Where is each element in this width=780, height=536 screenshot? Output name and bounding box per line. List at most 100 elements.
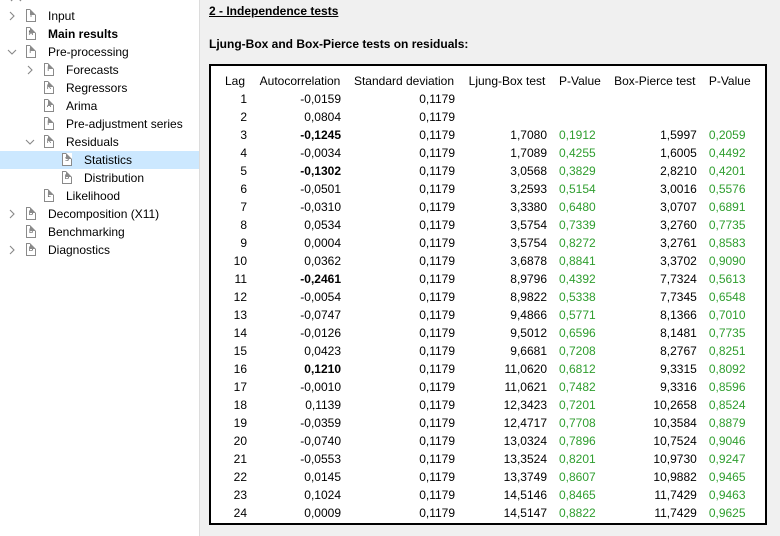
table-cell: 14 (233, 326, 247, 340)
table-cell: 9,3315 (660, 362, 697, 376)
chevron-right-icon[interactable] (24, 64, 36, 76)
document-icon: M (26, 27, 36, 40)
table-cell: 0,1179 (419, 182, 455, 196)
table-row: 21 -0,0553 0,1179 13,3524 0,8201 10,9730 0,924… (217, 450, 757, 468)
table-cell: 22 (233, 470, 247, 484)
table-row: 23 0,1024 0,1179 14,5146 0,8465 11,7429 0,9463 (217, 486, 757, 504)
tree-item-label: Pre-processing (48, 45, 129, 59)
tree-item-forecasts[interactable]: F Forecasts (0, 61, 199, 79)
tree-item-diagnostics[interactable]: D Diagnostics (0, 241, 199, 259)
chevron-down-icon[interactable] (24, 136, 36, 148)
table-row: 20 -0,0740 0,1179 13,0324 0,7896 10,7524 0,904… (217, 432, 757, 450)
table-cell: 0,8596 (708, 380, 746, 394)
tree-item-label: Pre-adjustment series (66, 117, 183, 131)
chevron-down-icon[interactable] (6, 46, 18, 58)
table-cell: 0,0362 (304, 254, 341, 268)
tree-item-arima[interactable]: A Arima (0, 97, 199, 115)
table-cell: 0,7708 (559, 416, 596, 430)
table-cell: 0,8465 (559, 488, 596, 502)
chevron-right-icon[interactable] (6, 10, 18, 22)
tree-item-pre-adjustment-series[interactable]: P Pre-adjustment series (0, 115, 199, 133)
table-cell: 2,8210 (660, 164, 697, 178)
table-cell: 15 (233, 344, 247, 358)
tree-item-label: Regressors (66, 81, 128, 95)
navigation-tree[interactable]: I Input M Main results P Pre-processing F Forec… (0, 0, 200, 536)
table-cell: 0,1179 (419, 128, 455, 142)
table-cell: 0,1912 (559, 128, 596, 142)
table-cell: 0,1179 (419, 164, 455, 178)
tree-item-label: Input (48, 9, 75, 23)
table-cell: 0,1179 (419, 110, 455, 124)
document-icon: F (44, 63, 54, 76)
table-cell: 9,5012 (510, 326, 547, 340)
table-cell: 11,0621 (504, 380, 548, 394)
table-cell: 1 (240, 92, 247, 106)
table-cell: 7,7345 (660, 290, 697, 304)
document-icon: P (26, 45, 36, 58)
chevron-right-icon[interactable] (6, 208, 18, 220)
table-cell: 0,4255 (559, 146, 596, 160)
table-cell: 0,9046 (708, 434, 746, 448)
table-cell: 0,8201 (559, 452, 596, 466)
table-cell: -0,0310 (300, 200, 341, 214)
tree-item-residuals[interactable]: R Residuals (0, 133, 199, 151)
table-cell: 0,9463 (708, 488, 746, 502)
tree-item-decomposition-x11[interactable]: D Decomposition (X11) (0, 205, 199, 223)
column-header: P-Value (708, 74, 751, 88)
table-cell: 17 (233, 380, 247, 394)
tree-item-label: Residuals (66, 135, 119, 149)
tree-item-pre-processing[interactable]: P Pre-processing (0, 43, 199, 61)
tree-item-label: Decomposition (X11) (48, 207, 160, 221)
table-cell: 0,5771 (559, 308, 596, 322)
tree-item-likelihood[interactable]: L Likelihood (0, 187, 199, 205)
table-cell: 6 (240, 182, 247, 196)
table-row: 12 -0,0054 0,1179 8,9822 0,5338 7,7345 0,6548 (217, 288, 757, 306)
table-cell (461, 108, 553, 126)
document-icon: D (26, 243, 36, 256)
table-cell: 0,7201 (559, 398, 596, 412)
table-cell: 11,7429 (654, 488, 697, 502)
document-icon: S (62, 153, 72, 166)
chevron-right-icon[interactable] (6, 244, 18, 256)
table-cell (553, 90, 607, 108)
tree-item-label: Diagnostics (48, 243, 111, 257)
table-cell: -0,0034 (300, 146, 341, 160)
table-cell: 8,1366 (660, 308, 697, 322)
tree-item-benchmarking[interactable]: B Benchmarking (0, 223, 199, 241)
table-cell: 0,8251 (708, 344, 746, 358)
table-cell: 0,6596 (559, 326, 596, 340)
document-icon: R (44, 81, 54, 94)
tree-item-label: Benchmarking (48, 225, 125, 239)
table-cell: 0,0534 (304, 218, 341, 232)
table-cell: 0,1179 (419, 92, 455, 106)
table-cell: 12,3423 (503, 398, 547, 412)
table-cell: 19 (233, 416, 247, 430)
table-cell: 1,6005 (660, 146, 697, 160)
table-cell: 0,1179 (419, 290, 455, 304)
table-cell: 3,2593 (510, 182, 547, 196)
table-cell: 8,9822 (510, 290, 547, 304)
tree-item-label: Arima (66, 99, 98, 113)
table-cell: -0,0740 (300, 434, 341, 448)
table-cell: 0,1179 (419, 344, 455, 358)
tree-item-statistics[interactable]: S Statistics (0, 151, 199, 169)
chevron-up-icon[interactable] (8, 0, 24, 2)
table-cell: 0,1179 (419, 326, 455, 340)
tree-item-regressors[interactable]: R Regressors (0, 79, 199, 97)
table-cell: 8,2767 (660, 344, 697, 358)
tree-item-label: Likelihood (66, 189, 121, 203)
table-cell: -0,0159 (300, 92, 341, 106)
table-cell: 10 (233, 254, 247, 268)
tree-item-distribution[interactable]: D Distribution (0, 169, 199, 187)
table-cell: 0,4392 (559, 272, 596, 286)
table-cell (607, 90, 703, 108)
tree-item-input[interactable]: I Input (0, 7, 199, 25)
table-row: 11 -0,2461 0,1179 8,9796 0,4392 7,7324 0,5613 (217, 270, 757, 288)
table-cell: 0,9247 (708, 452, 746, 466)
table-cell: 20 (233, 434, 247, 448)
tree-item-main-results[interactable]: M Main results (0, 25, 199, 43)
table-cell: 10,7524 (653, 434, 697, 448)
table-cell: 0,8841 (559, 254, 596, 268)
table-cell: -0,0747 (300, 308, 341, 322)
table-cell: 1,7080 (510, 128, 547, 142)
